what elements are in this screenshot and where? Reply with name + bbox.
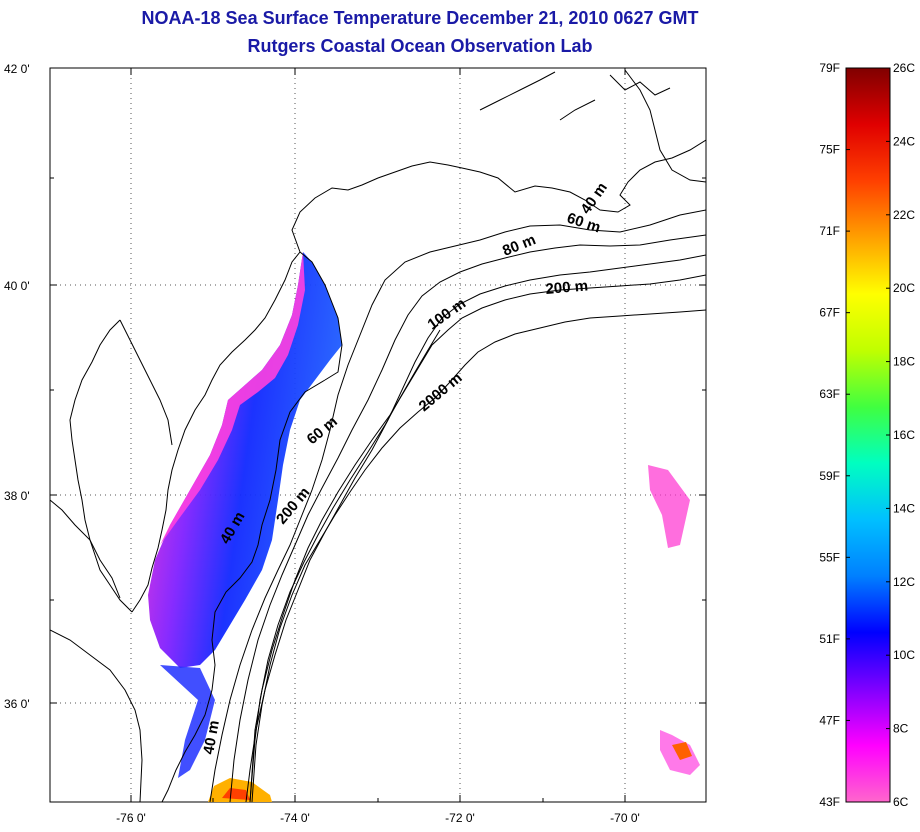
lat-tick-label: 38 0' <box>4 489 30 503</box>
sst-nearshore-warm-band <box>160 252 305 545</box>
contour-shelf-break <box>249 329 441 802</box>
contour-80m <box>245 254 706 802</box>
colorbar-celsius-label: 24C <box>893 134 915 148</box>
bathymetry-contours <box>209 69 706 802</box>
lon-tick-label: -70 0' <box>610 811 640 825</box>
southern-coast-outline <box>50 629 143 802</box>
colorbar-fahrenheit-ticks: 79F 75F 71F 67F 63F 59F 55F 51F 47F 43F <box>819 61 850 809</box>
colorbar-celsius-ticks: 26C 24C 22C 20C 18C 16C 14C 12C 10C 8C 6C <box>886 61 915 809</box>
colorbar-gradient <box>845 67 891 803</box>
contour-label: 40 m <box>200 719 223 756</box>
sst-gulfstream-hot-core <box>222 788 250 800</box>
contour-label: 200 m <box>545 277 589 298</box>
colorbar-celsius-label: 14C <box>893 501 915 515</box>
lat-tick-label: 42 0' <box>4 62 30 76</box>
colorbar-fahrenheit-label: 71F <box>819 224 840 238</box>
lon-tick-labels: -76 0' -74 0' -72 0' -70 0' <box>116 811 640 825</box>
colorbar-celsius-label: 16C <box>893 428 915 442</box>
northeast-coast-detail <box>479 71 671 121</box>
estuary-outline <box>119 319 173 446</box>
colorbar-fahrenheit-label: 47F <box>819 713 840 727</box>
coastline-northeast <box>291 139 706 381</box>
colorbar-fahrenheit-label: 55F <box>819 550 840 564</box>
lat-tick-labels: 42 0' 40 0' 38 0' 36 0' <box>4 62 30 711</box>
coastline <box>50 71 706 802</box>
contour-200m <box>251 309 706 802</box>
map-content: 40 m 60 m 80 m 200 m 100 m 2000 m 60 m 2… <box>50 68 706 802</box>
sst-offshore-patch <box>648 465 690 548</box>
colorbar-celsius-label: 18C <box>893 355 915 369</box>
inland-shoreline <box>69 319 133 613</box>
colorbar-fahrenheit-label: 75F <box>819 143 840 157</box>
contour-60m <box>229 234 706 802</box>
colorbar-fahrenheit-label: 67F <box>819 306 840 320</box>
sst-south-patch <box>160 665 215 778</box>
colorbar-celsius-label: 12C <box>893 575 915 589</box>
contour-40m <box>209 209 706 802</box>
sst-overlay <box>148 252 700 802</box>
colorbar-fahrenheit-label: 51F <box>819 632 840 646</box>
lat-tick-label: 40 0' <box>4 279 30 293</box>
colorbar-celsius-label: 8C <box>893 722 909 736</box>
lon-tick-label: -74 0' <box>280 811 310 825</box>
map-title: NOAA-18 Sea Surface Temperature December… <box>141 8 699 28</box>
lon-tick-label: -76 0' <box>116 811 146 825</box>
colorbar-celsius-label: 22C <box>893 208 915 222</box>
bay-shoreline <box>131 251 301 613</box>
lat-tick-label: 36 0' <box>4 697 30 711</box>
coastline-southeast <box>161 379 326 802</box>
colorbar-celsius-label: 20C <box>893 281 915 295</box>
lon-tick-label: -72 0' <box>445 811 475 825</box>
colorbar-fahrenheit-label: 79F <box>819 61 840 75</box>
colorbar-celsius-label: 10C <box>893 648 915 662</box>
sst-plume <box>148 252 342 668</box>
map-subtitle: Rutgers Coastal Ocean Observation Lab <box>247 36 593 56</box>
sst-southeast-warm-spot <box>672 742 692 760</box>
axis-ticks <box>50 68 706 802</box>
colorbar-fahrenheit-label: 63F <box>819 387 840 401</box>
contour-gulf-of-maine <box>624 69 706 183</box>
colorbar: 79F 75F 71F 67F 63F 59F 55F 51F 47F 43F 26C 24C 22C… <box>819 61 915 809</box>
colorbar-celsius-label: 6C <box>893 795 909 809</box>
colorbar-fahrenheit-label: 43F <box>819 795 840 809</box>
colorbar-fahrenheit-label: 59F <box>819 469 840 483</box>
contour-100m <box>249 274 706 802</box>
map-frame <box>49 67 707 803</box>
river-outline <box>50 499 121 599</box>
map-panel: 40 m 60 m 80 m 200 m 100 m 2000 m 60 m 2… <box>4 62 707 825</box>
colorbar-celsius-label: 26C <box>893 61 915 75</box>
